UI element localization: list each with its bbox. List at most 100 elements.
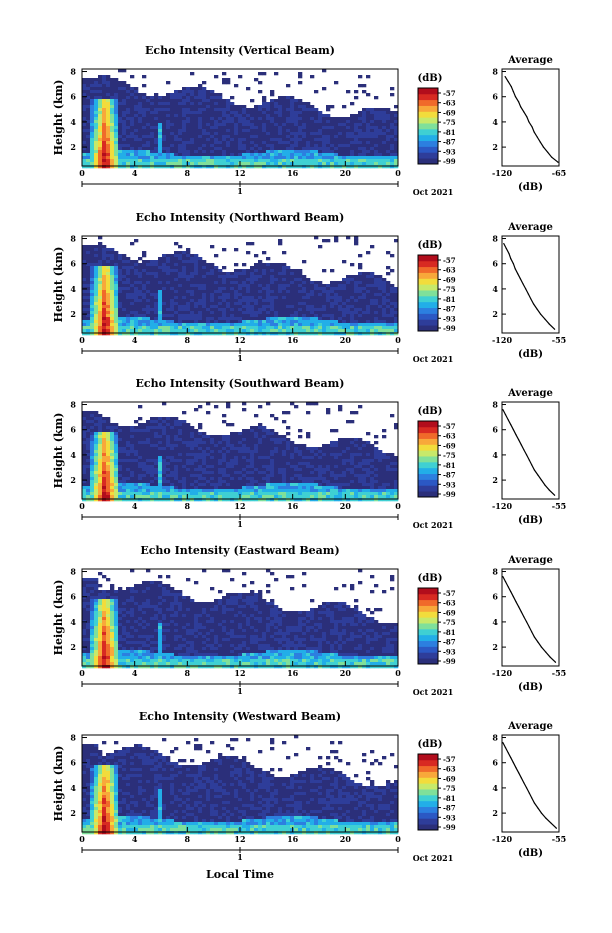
heatmap-cell xyxy=(226,438,230,441)
heatmap-cell xyxy=(334,305,338,308)
heatmap-cell xyxy=(94,135,98,138)
heatmap-cell xyxy=(374,281,378,284)
heatmap-cell xyxy=(158,99,162,102)
heatmap-cell xyxy=(350,150,354,153)
heatmap-cell xyxy=(302,111,306,114)
heatmap-cell xyxy=(146,435,150,438)
heatmap-cell xyxy=(198,492,202,495)
heatmap-cell xyxy=(174,426,178,429)
heatmap-cell xyxy=(178,332,182,335)
heatmap-cell xyxy=(106,480,110,483)
heatmap-cell xyxy=(98,332,102,335)
heatmap-cell xyxy=(206,317,210,320)
heatmap-cell xyxy=(142,332,146,335)
heatmap-cell xyxy=(134,272,138,275)
heatmap-cell xyxy=(210,435,214,438)
heatmap-cell xyxy=(122,126,126,129)
heatmap-cell xyxy=(214,147,218,150)
colorbar-swatch xyxy=(418,117,438,123)
heatmap-cell xyxy=(334,290,338,293)
colorbar-tick-label: -69 xyxy=(443,275,456,284)
heatmap-cell xyxy=(162,260,166,263)
heatmap-cell xyxy=(226,102,230,105)
heatmap-cell xyxy=(134,144,138,147)
heatmap-cell xyxy=(230,117,234,120)
heatmap-cell xyxy=(114,450,118,453)
heatmap-cell xyxy=(298,147,302,150)
heatmap-cell xyxy=(382,141,386,144)
heatmap-cell xyxy=(82,474,86,477)
heatmap-cell xyxy=(194,117,198,120)
heatmap-cell xyxy=(110,129,114,132)
heatmap-cell xyxy=(190,296,194,299)
profile-point xyxy=(540,314,541,315)
heatmap-cell xyxy=(190,72,194,75)
heatmap-cell xyxy=(130,447,134,450)
heatmap-cell xyxy=(322,141,326,144)
heatmap-cell xyxy=(86,332,90,335)
heatmap-cell xyxy=(158,441,162,444)
heatmap-cell xyxy=(118,126,122,129)
heatmap-cell xyxy=(370,293,374,296)
heatmap-cell xyxy=(254,126,258,129)
colorbar-tick-label: -57 xyxy=(443,89,456,98)
heatmap-cell xyxy=(122,299,126,302)
heatmap-cell xyxy=(306,302,310,305)
heatmap-cell xyxy=(198,284,202,287)
colorbar-swatch xyxy=(418,267,438,273)
heatmap-cell xyxy=(358,162,362,165)
heatmap-cell xyxy=(118,326,122,329)
heatmap-cell xyxy=(218,144,222,147)
heatmap-cell xyxy=(382,114,386,117)
heatmap-cell xyxy=(370,290,374,293)
heatmap-cell xyxy=(118,96,122,99)
heatmap-cell xyxy=(278,278,282,281)
heatmap-cell xyxy=(254,165,258,168)
heatmap-cell xyxy=(114,293,118,296)
heatmap-cell xyxy=(190,278,194,281)
heatmap-cell xyxy=(366,281,370,284)
heatmap-cell xyxy=(290,281,294,284)
heatmap-cell xyxy=(382,111,386,114)
heatmap-cell xyxy=(254,117,258,120)
heatmap-cell xyxy=(238,153,242,156)
heatmap-cell xyxy=(274,144,278,147)
heatmap-cell xyxy=(254,314,258,317)
heatmap-cell xyxy=(370,120,374,123)
heatmap-cell xyxy=(266,293,270,296)
heatmap-cell xyxy=(210,269,214,272)
heatmap-cell xyxy=(106,120,110,123)
heatmap-cell xyxy=(202,90,206,93)
heatmap-cell xyxy=(130,129,134,132)
heatmap-cell xyxy=(310,108,314,111)
heatmap-cell xyxy=(174,299,178,302)
heatmap-cell xyxy=(214,483,218,486)
heatmap-cell xyxy=(178,420,182,423)
heatmap-cell xyxy=(126,120,130,123)
heatmap-cell xyxy=(190,105,194,108)
heatmap-cell xyxy=(246,332,250,335)
heatmap-cell xyxy=(126,90,130,93)
heatmap-cell xyxy=(362,165,366,168)
heatmap-cell xyxy=(150,495,154,498)
heatmap-cell xyxy=(90,248,94,251)
heatmap-cell xyxy=(182,126,186,129)
heatmap-cell xyxy=(334,147,338,150)
heatmap-cell xyxy=(178,453,182,456)
heatmap-cell xyxy=(102,78,106,81)
colorbar-swatch xyxy=(418,319,438,325)
heatmap-cell xyxy=(114,102,118,105)
heatmap-cell xyxy=(94,84,98,87)
heatmap-cell xyxy=(94,459,98,462)
heatmap-cell xyxy=(126,495,130,498)
y-tick-label: 8 xyxy=(70,67,76,77)
heatmap-cell xyxy=(106,251,110,254)
heatmap-cell xyxy=(274,287,278,290)
heatmap-cell xyxy=(350,326,354,329)
heatmap-cell xyxy=(382,329,386,332)
heatmap-cell xyxy=(110,165,114,168)
heatmap-cell xyxy=(202,317,206,320)
heatmap-cell xyxy=(242,284,246,287)
heatmap-cell xyxy=(142,150,146,153)
heatmap-cell xyxy=(222,132,226,135)
